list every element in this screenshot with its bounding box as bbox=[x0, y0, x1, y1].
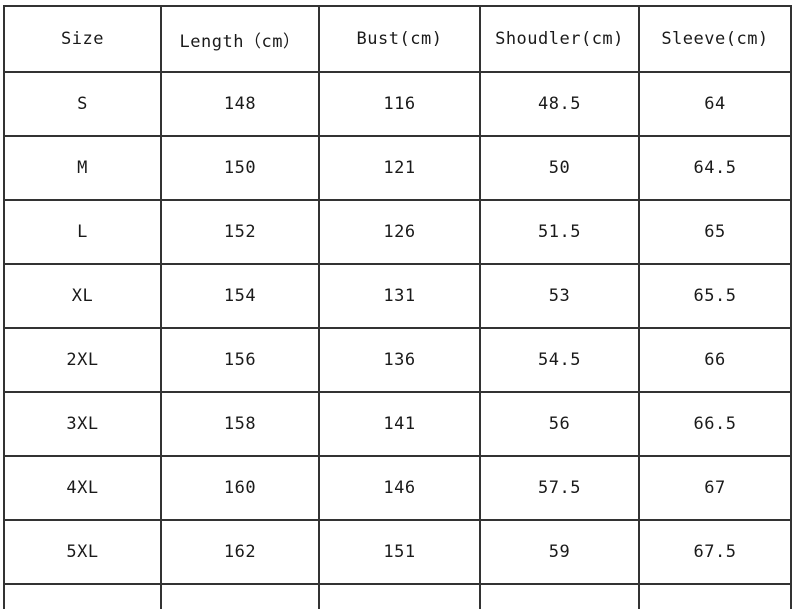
cell-size: XL bbox=[3, 263, 162, 329]
cell-size: L bbox=[3, 199, 162, 265]
cell-shoulder: 54.5 bbox=[479, 327, 640, 393]
column-header-sleeve: Sleeve(cm) bbox=[638, 5, 792, 73]
table-row: S 148 116 48.5 64 bbox=[3, 71, 792, 137]
cell-length bbox=[160, 583, 320, 609]
column-header-shoulder: Shoudler(cm) bbox=[479, 5, 640, 73]
cell-size: M bbox=[3, 135, 162, 201]
cell-length: 154 bbox=[160, 263, 320, 329]
cell-size: 4XL bbox=[3, 455, 162, 521]
cell-shoulder: 50 bbox=[479, 135, 640, 201]
table-row: 2XL 156 136 54.5 66 bbox=[3, 327, 792, 393]
cell-sleeve: 64 bbox=[638, 71, 792, 137]
cell-length: 158 bbox=[160, 391, 320, 457]
table-row: 5XL 162 151 59 67.5 bbox=[3, 519, 792, 585]
cell-bust: 126 bbox=[318, 199, 481, 265]
cell-shoulder: 48.5 bbox=[479, 71, 640, 137]
cell-size: 3XL bbox=[3, 391, 162, 457]
cell-length: 148 bbox=[160, 71, 320, 137]
cell-shoulder bbox=[479, 583, 640, 609]
cell-bust: 121 bbox=[318, 135, 481, 201]
cell-sleeve: 67.5 bbox=[638, 519, 792, 585]
cell-shoulder: 51.5 bbox=[479, 199, 640, 265]
cell-size: 2XL bbox=[3, 327, 162, 393]
table-row: M 150 121 50 64.5 bbox=[3, 135, 792, 201]
cell-length: 160 bbox=[160, 455, 320, 521]
cell-bust: 141 bbox=[318, 391, 481, 457]
cell-sleeve: 66.5 bbox=[638, 391, 792, 457]
cell-sleeve: 64.5 bbox=[638, 135, 792, 201]
cell-shoulder: 56 bbox=[479, 391, 640, 457]
cell-length: 150 bbox=[160, 135, 320, 201]
column-header-length: Length（cm） bbox=[160, 5, 320, 73]
cell-sleeve bbox=[638, 583, 792, 609]
cell-size bbox=[3, 583, 162, 609]
cell-bust: 116 bbox=[318, 71, 481, 137]
cell-sleeve: 65.5 bbox=[638, 263, 792, 329]
cell-sleeve: 66 bbox=[638, 327, 792, 393]
cell-bust: 151 bbox=[318, 519, 481, 585]
cell-bust: 136 bbox=[318, 327, 481, 393]
cell-size: 5XL bbox=[3, 519, 162, 585]
column-header-size: Size bbox=[3, 5, 162, 73]
table-row: XL 154 131 53 65.5 bbox=[3, 263, 792, 329]
cell-shoulder: 59 bbox=[479, 519, 640, 585]
cell-length: 152 bbox=[160, 199, 320, 265]
cell-bust bbox=[318, 583, 481, 609]
cell-sleeve: 65 bbox=[638, 199, 792, 265]
table-row: 3XL 158 141 56 66.5 bbox=[3, 391, 792, 457]
size-chart-body: S 148 116 48.5 64 M 150 121 50 64.5 L 15… bbox=[3, 71, 792, 609]
column-header-bust: Bust(cm) bbox=[318, 5, 481, 73]
cell-bust: 131 bbox=[318, 263, 481, 329]
cell-shoulder: 57.5 bbox=[479, 455, 640, 521]
table-row: L 152 126 51.5 65 bbox=[3, 199, 792, 265]
cell-length: 156 bbox=[160, 327, 320, 393]
cell-shoulder: 53 bbox=[479, 263, 640, 329]
size-chart-header: Size Length（cm） Bust(cm) Shoudler(cm) Sl… bbox=[3, 5, 792, 73]
cell-sleeve: 67 bbox=[638, 455, 792, 521]
cell-length: 162 bbox=[160, 519, 320, 585]
cell-bust: 146 bbox=[318, 455, 481, 521]
header-row: Size Length（cm） Bust(cm) Shoudler(cm) Sl… bbox=[3, 5, 792, 73]
size-chart-table: Size Length（cm） Bust(cm) Shoudler(cm) Sl… bbox=[3, 5, 792, 609]
cell-size: S bbox=[3, 71, 162, 137]
table-row: 4XL 160 146 57.5 67 bbox=[3, 455, 792, 521]
table-row-partial bbox=[3, 583, 792, 609]
